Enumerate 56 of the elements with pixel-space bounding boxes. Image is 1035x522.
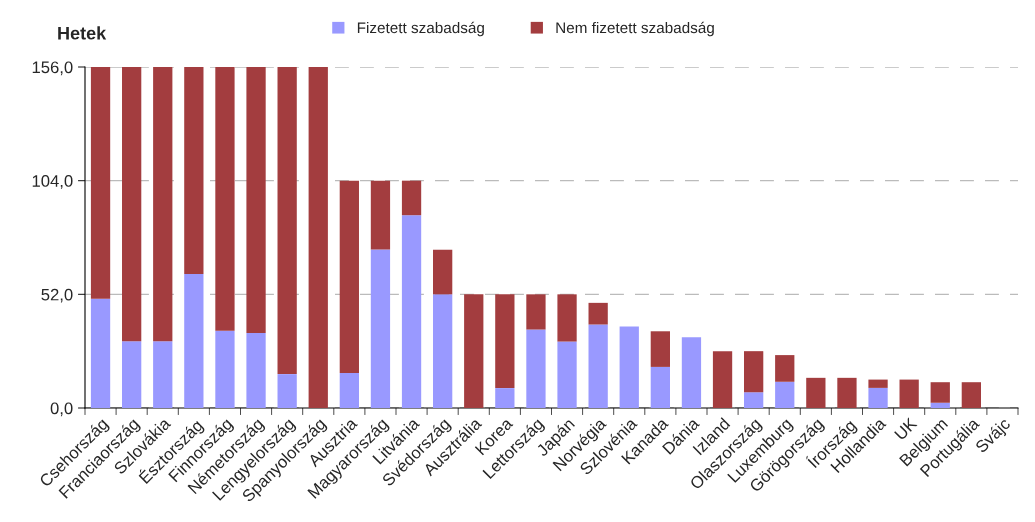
bar bbox=[495, 388, 515, 408]
bar bbox=[744, 351, 764, 393]
bar bbox=[619, 326, 639, 408]
bar bbox=[712, 351, 733, 408]
legend-label: Fizetett szabadság bbox=[357, 21, 484, 37]
bar bbox=[775, 355, 795, 382]
bar bbox=[184, 274, 204, 408]
y-tick-label: 104,0 bbox=[32, 175, 73, 189]
y-tick-label: 52,0 bbox=[41, 288, 73, 303]
bar bbox=[899, 379, 919, 408]
bar bbox=[246, 333, 266, 408]
bar bbox=[557, 341, 577, 408]
bar bbox=[401, 180, 422, 216]
bar bbox=[650, 331, 670, 367]
bar bbox=[495, 294, 515, 389]
bar bbox=[339, 180, 359, 374]
bar bbox=[650, 366, 670, 408]
bar bbox=[153, 341, 173, 408]
bar bbox=[837, 377, 857, 408]
bar bbox=[433, 294, 453, 408]
bar bbox=[370, 180, 391, 250]
bar bbox=[681, 337, 702, 408]
bar bbox=[868, 379, 888, 388]
bar bbox=[588, 324, 608, 408]
bar bbox=[308, 67, 328, 408]
bar bbox=[930, 402, 950, 408]
bar bbox=[744, 392, 764, 408]
y-axis-title: Hetek bbox=[58, 26, 107, 40]
bar bbox=[184, 67, 204, 274]
bar bbox=[370, 249, 391, 408]
bar bbox=[433, 249, 453, 295]
bar bbox=[277, 67, 297, 375]
y-tick-label: 0,0 bbox=[50, 402, 73, 417]
bar bbox=[588, 302, 608, 325]
bar bbox=[775, 381, 795, 408]
bar bbox=[122, 67, 142, 342]
bar bbox=[153, 67, 173, 342]
bar bbox=[868, 387, 888, 408]
bar bbox=[806, 377, 826, 408]
bar bbox=[464, 294, 484, 408]
bar bbox=[401, 215, 422, 408]
bar bbox=[930, 382, 950, 403]
bar bbox=[122, 341, 142, 408]
bar bbox=[246, 67, 266, 334]
bar bbox=[961, 382, 981, 408]
bar bbox=[90, 298, 111, 408]
bar bbox=[277, 374, 297, 408]
bar bbox=[526, 329, 546, 408]
bar bbox=[526, 294, 546, 330]
bar bbox=[215, 67, 235, 331]
legend-label: Nem fizetett szabadság bbox=[556, 21, 714, 37]
bar bbox=[557, 294, 577, 342]
bar bbox=[215, 330, 235, 408]
y-tick-label: 156,0 bbox=[32, 61, 73, 76]
bar bbox=[339, 373, 359, 408]
bar bbox=[90, 67, 111, 299]
